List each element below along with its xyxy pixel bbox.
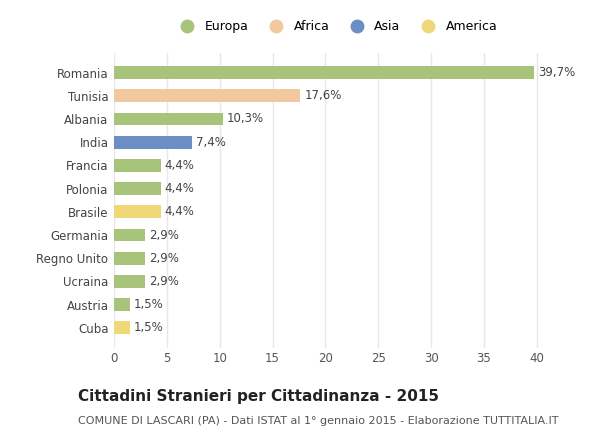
Text: 4,4%: 4,4% [165, 182, 194, 195]
Bar [114, 89, 300, 102]
Bar [114, 275, 145, 288]
Text: Cittadini Stranieri per Cittadinanza - 2015: Cittadini Stranieri per Cittadinanza - 2… [78, 389, 439, 404]
Text: 2,9%: 2,9% [149, 275, 179, 288]
Bar [114, 252, 145, 264]
Text: 39,7%: 39,7% [538, 66, 575, 79]
Text: 1,5%: 1,5% [134, 298, 164, 311]
Text: 1,5%: 1,5% [134, 321, 164, 334]
Text: 4,4%: 4,4% [165, 159, 194, 172]
Bar [114, 182, 161, 195]
Bar [114, 229, 145, 242]
Text: 10,3%: 10,3% [227, 113, 264, 125]
Bar [114, 205, 161, 218]
Text: COMUNE DI LASCARI (PA) - Dati ISTAT al 1° gennaio 2015 - Elaborazione TUTTITALIA: COMUNE DI LASCARI (PA) - Dati ISTAT al 1… [78, 416, 559, 426]
Legend: Europa, Africa, Asia, America: Europa, Africa, Asia, America [172, 18, 500, 36]
Text: 2,9%: 2,9% [149, 252, 179, 265]
Bar [114, 159, 161, 172]
Bar [114, 322, 130, 334]
Bar [114, 66, 533, 79]
Text: 17,6%: 17,6% [304, 89, 341, 102]
Bar [114, 113, 223, 125]
Bar [114, 136, 192, 149]
Text: 2,9%: 2,9% [149, 228, 179, 242]
Bar [114, 298, 130, 311]
Text: 4,4%: 4,4% [165, 205, 194, 218]
Text: 7,4%: 7,4% [196, 136, 226, 149]
